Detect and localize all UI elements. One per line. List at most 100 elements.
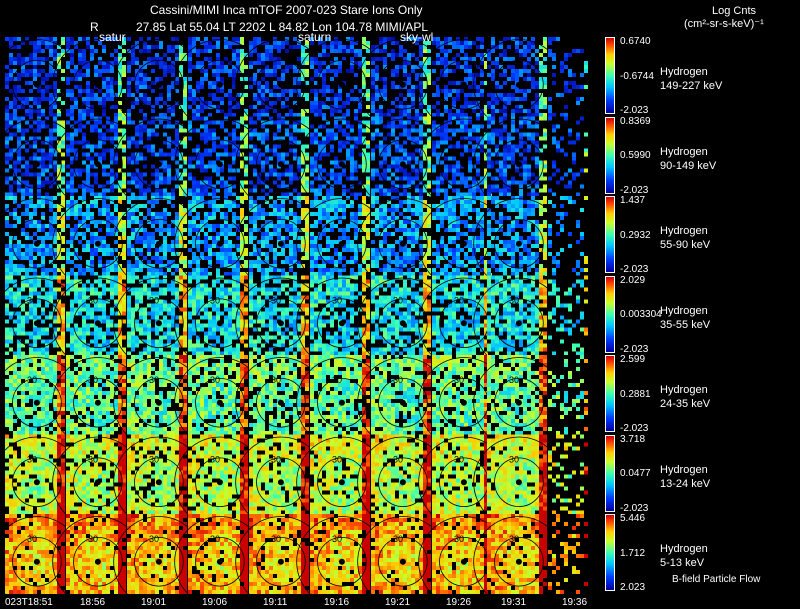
species-label: Hydrogen bbox=[660, 145, 708, 158]
energy-label: 149-227 keV bbox=[660, 80, 723, 92]
colorbar-mid-r0: -0.6744 bbox=[620, 70, 654, 82]
panel-r5-c3 bbox=[174, 434, 266, 528]
panel-r2-c2 bbox=[113, 196, 205, 290]
ring-label: 30 bbox=[454, 296, 464, 306]
ring-label: 30 bbox=[509, 296, 519, 306]
ring-label: 30 bbox=[332, 375, 342, 385]
footer-note: B-field Particle Flow bbox=[672, 574, 761, 585]
colorbar-mid-r4: 0.2881 bbox=[620, 388, 651, 400]
energy-label: 13-24 keV bbox=[660, 477, 711, 490]
ring-label: 30 bbox=[509, 534, 519, 544]
panel-r0-c9 bbox=[548, 37, 588, 117]
species-label: Hydrogen bbox=[660, 384, 708, 396]
colorbar-max-r2: 1.437 bbox=[620, 195, 646, 206]
panel-r0-c8 bbox=[473, 37, 565, 131]
ring-label: 30 bbox=[393, 375, 403, 385]
ring-label: 30 bbox=[149, 455, 159, 465]
colorbar-max-r5: 3.718 bbox=[620, 433, 646, 445]
energy-label: 5-13 keV bbox=[660, 557, 705, 569]
colorbar-min-r6: 2.023 bbox=[620, 582, 646, 594]
panel-r4-c0 bbox=[0, 355, 83, 449]
ring-label: 30 bbox=[27, 296, 37, 306]
ephemeris-line: 27.85 Lat 55.04 LT 2202 L 84.82 Lon 104.… bbox=[136, 20, 428, 34]
panel-r2-c8 bbox=[473, 196, 565, 290]
colorbar-max-r1: 0.8369 bbox=[620, 115, 651, 127]
ring-label: 30 bbox=[149, 534, 159, 544]
ring-label: 30 bbox=[393, 296, 403, 306]
panel-r4-c4 bbox=[235, 355, 327, 449]
energy-label: 55-90 keV bbox=[660, 239, 711, 251]
panel-r1-c5 bbox=[296, 116, 388, 210]
ring-label: 30 bbox=[271, 375, 281, 385]
overlay-label-satur: satur bbox=[99, 30, 126, 44]
ring-label: 30 bbox=[88, 375, 98, 385]
colorbar-r4 bbox=[605, 355, 615, 432]
panel-r2-c9 bbox=[548, 196, 588, 276]
row-label-r3: Hydrogen 35-55 keV bbox=[660, 304, 710, 332]
panel-r1-c7 bbox=[418, 116, 510, 210]
time-label-7: 19:26 bbox=[446, 597, 472, 608]
colorbar-max-r3: 2.029 bbox=[620, 274, 646, 286]
panel-r2-c5 bbox=[296, 196, 388, 290]
ring-label: 30 bbox=[88, 296, 98, 306]
ring-label: 30 bbox=[509, 375, 519, 385]
species-label: Hydrogen bbox=[660, 225, 708, 237]
colorbar-r3 bbox=[605, 275, 615, 353]
ring-label: 30 bbox=[393, 455, 403, 465]
ring-label: 30 bbox=[509, 455, 519, 465]
time-label-2: 19:01 bbox=[141, 597, 167, 608]
ring-label: 30 bbox=[332, 455, 342, 465]
ring-label: 30 bbox=[271, 296, 281, 306]
colorbar-mid-r2: 0.2932 bbox=[620, 229, 651, 241]
ring-label: 30 bbox=[210, 296, 220, 306]
panel-r5-c8 bbox=[473, 434, 565, 528]
colorbar-max-r0: 0.6740 bbox=[620, 36, 651, 47]
panel-r3-c9 bbox=[548, 275, 588, 356]
overlay-label-sky: sky-wl bbox=[400, 30, 434, 44]
colorbar-r5 bbox=[605, 434, 615, 512]
panel-r4-c3 bbox=[174, 355, 266, 449]
colorbar-min-r4: -2.023 bbox=[620, 423, 649, 435]
ring-label: 30 bbox=[210, 534, 220, 544]
units: (cm²-sr-s-keV)⁻¹ bbox=[684, 18, 764, 30]
r-label: R bbox=[90, 20, 99, 34]
colorbar-max-r4: 2.599 bbox=[620, 354, 646, 365]
panel-r0-c5 bbox=[296, 37, 388, 131]
panel-r0-c2 bbox=[113, 37, 205, 131]
colorbar-max-r6: 5.446 bbox=[620, 513, 646, 524]
panel-r5-c7 bbox=[418, 434, 510, 528]
panel-r1-c8 bbox=[473, 116, 565, 210]
overlay-label-saturn: saturn bbox=[298, 30, 332, 44]
time-label-0: 023T18:51 bbox=[5, 597, 53, 608]
panel-r3-c1 bbox=[52, 275, 144, 369]
ring-label: 30 bbox=[332, 296, 342, 306]
colorbar-mid-r5: 0.0477 bbox=[620, 468, 651, 480]
panel-r0-c6 bbox=[357, 37, 449, 131]
row-label-r4: Hydrogen 24-35 keV bbox=[660, 383, 710, 411]
row-label-r5: Hydrogen 13-24 keV bbox=[660, 463, 710, 491]
time-label-9: 19:36 bbox=[562, 597, 588, 608]
colorbar-r6 bbox=[605, 514, 615, 591]
panel-r3-c8 bbox=[473, 275, 565, 369]
ring-label: 30 bbox=[454, 534, 464, 544]
panel-r5-c6 bbox=[357, 434, 449, 528]
colorbar-min-r5: -2.023 bbox=[620, 502, 649, 514]
ring-label: 30 bbox=[149, 375, 159, 385]
ring-label: 30 bbox=[27, 375, 37, 385]
ring-label: 30 bbox=[271, 534, 281, 544]
ring-label: 30 bbox=[27, 534, 37, 544]
species-label: Hydrogen bbox=[660, 543, 708, 555]
species-label: Hydrogen bbox=[660, 66, 708, 78]
colorbar-min-r0: -2.023 bbox=[620, 105, 649, 117]
colorbar-r1 bbox=[605, 116, 615, 194]
panel-r4-c8 bbox=[473, 355, 565, 449]
panel-r6-c4 bbox=[235, 514, 327, 608]
time-label-3: 19:06 bbox=[202, 597, 228, 608]
panel-r1-c6 bbox=[357, 116, 449, 210]
energy-label: 90-149 keV bbox=[660, 159, 717, 172]
panel-r5-c9 bbox=[548, 434, 588, 515]
units-title: Log Cnts bbox=[712, 5, 757, 17]
time-label-1: 18:56 bbox=[80, 597, 106, 608]
ring-label: 30 bbox=[210, 455, 220, 465]
